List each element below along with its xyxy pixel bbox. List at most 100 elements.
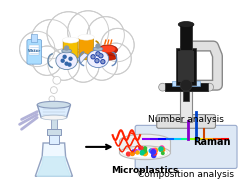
Circle shape xyxy=(68,11,109,52)
Circle shape xyxy=(140,147,143,149)
Bar xyxy=(51,118,57,129)
Circle shape xyxy=(180,79,192,91)
Circle shape xyxy=(31,20,71,59)
Circle shape xyxy=(159,147,163,151)
Text: Water: Water xyxy=(28,49,41,53)
Bar xyxy=(29,45,39,55)
Circle shape xyxy=(53,76,61,84)
Text: Number analysis: Number analysis xyxy=(148,115,224,124)
Bar xyxy=(180,24,192,50)
Circle shape xyxy=(159,83,167,91)
Circle shape xyxy=(49,96,55,102)
Bar xyxy=(178,51,194,82)
Circle shape xyxy=(91,55,95,59)
Circle shape xyxy=(96,44,100,48)
Text: Composition analysis: Composition analysis xyxy=(138,170,234,179)
Bar xyxy=(176,48,196,85)
Circle shape xyxy=(186,81,190,85)
Circle shape xyxy=(99,54,103,58)
Text: Raman: Raman xyxy=(193,137,230,147)
Ellipse shape xyxy=(35,29,122,69)
Bar xyxy=(172,81,200,86)
Ellipse shape xyxy=(62,49,72,53)
Circle shape xyxy=(65,46,69,50)
Ellipse shape xyxy=(99,55,117,60)
Bar xyxy=(180,48,192,85)
FancyBboxPatch shape xyxy=(157,115,215,128)
Circle shape xyxy=(86,49,118,80)
Circle shape xyxy=(206,83,214,91)
Text: Microplastics: Microplastics xyxy=(111,167,179,176)
Circle shape xyxy=(135,150,138,153)
Circle shape xyxy=(100,55,102,57)
Bar xyxy=(165,83,208,91)
Bar xyxy=(120,141,171,153)
Circle shape xyxy=(160,146,164,150)
FancyBboxPatch shape xyxy=(135,125,237,168)
Circle shape xyxy=(96,60,98,62)
Circle shape xyxy=(153,151,157,155)
Ellipse shape xyxy=(178,22,194,27)
Circle shape xyxy=(132,150,135,153)
Ellipse shape xyxy=(78,34,95,40)
Bar xyxy=(31,34,37,42)
FancyBboxPatch shape xyxy=(79,36,94,60)
Polygon shape xyxy=(37,157,71,176)
Circle shape xyxy=(151,150,155,154)
Circle shape xyxy=(65,62,68,65)
Circle shape xyxy=(149,149,153,153)
Bar xyxy=(180,46,192,122)
Circle shape xyxy=(161,152,164,154)
Circle shape xyxy=(92,56,94,58)
FancyBboxPatch shape xyxy=(63,39,78,63)
Circle shape xyxy=(96,52,100,56)
Circle shape xyxy=(87,17,124,54)
Circle shape xyxy=(50,87,57,94)
Ellipse shape xyxy=(41,115,67,120)
Circle shape xyxy=(95,59,99,63)
Ellipse shape xyxy=(100,46,116,52)
Circle shape xyxy=(61,59,64,62)
Circle shape xyxy=(143,147,147,150)
Ellipse shape xyxy=(120,146,171,160)
Circle shape xyxy=(101,28,134,62)
Circle shape xyxy=(69,57,72,60)
Circle shape xyxy=(68,51,99,82)
Bar xyxy=(165,83,208,91)
Circle shape xyxy=(151,149,156,154)
Bar xyxy=(49,135,59,144)
Circle shape xyxy=(143,151,147,156)
Circle shape xyxy=(160,148,165,152)
Ellipse shape xyxy=(87,50,109,67)
Ellipse shape xyxy=(120,134,171,148)
Circle shape xyxy=(100,43,131,74)
Circle shape xyxy=(152,153,156,158)
Circle shape xyxy=(68,63,71,66)
Polygon shape xyxy=(35,143,73,176)
Circle shape xyxy=(142,148,147,153)
Circle shape xyxy=(32,46,62,75)
Bar xyxy=(47,129,61,135)
Circle shape xyxy=(131,152,134,156)
Circle shape xyxy=(48,49,79,80)
Bar xyxy=(183,91,189,101)
Bar xyxy=(50,135,58,143)
Ellipse shape xyxy=(62,37,79,43)
Circle shape xyxy=(97,53,99,55)
Ellipse shape xyxy=(98,45,118,55)
Circle shape xyxy=(47,12,90,55)
Circle shape xyxy=(136,151,139,154)
Circle shape xyxy=(140,151,144,155)
Ellipse shape xyxy=(56,52,77,70)
Polygon shape xyxy=(77,53,88,64)
Circle shape xyxy=(139,147,142,150)
Circle shape xyxy=(126,152,130,156)
Ellipse shape xyxy=(37,101,71,108)
Circle shape xyxy=(153,148,158,152)
Circle shape xyxy=(101,60,105,64)
Circle shape xyxy=(20,31,55,67)
Ellipse shape xyxy=(93,47,103,51)
Polygon shape xyxy=(37,105,71,118)
FancyBboxPatch shape xyxy=(27,40,42,64)
Circle shape xyxy=(159,148,163,151)
